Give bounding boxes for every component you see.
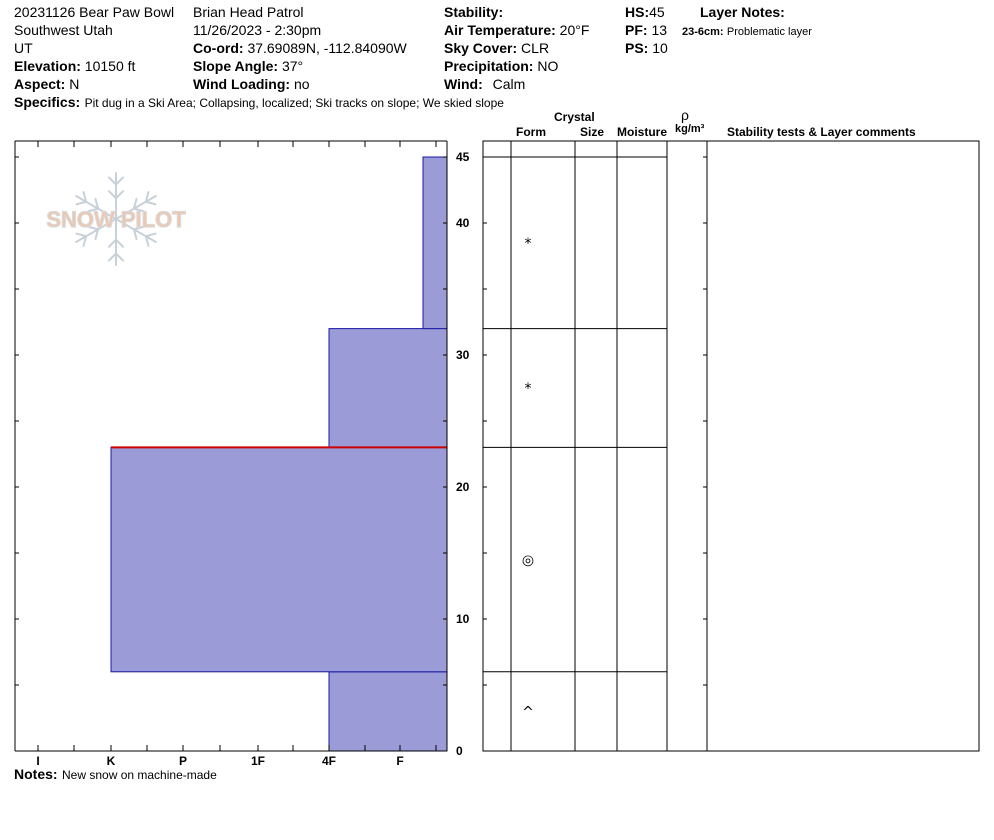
notes-row: Notes: New snow on machine-made bbox=[14, 767, 217, 783]
hardness-tick-label: P bbox=[179, 754, 187, 768]
hardness-bar-2 bbox=[328, 328, 448, 448]
sky-value: CLR bbox=[521, 40, 550, 56]
wind-label: Wind: bbox=[444, 76, 483, 92]
form-header: Form bbox=[516, 125, 546, 139]
state: UT bbox=[14, 40, 33, 56]
density-header: kg/m³ bbox=[675, 123, 705, 135]
wind-loading-value: no bbox=[293, 76, 310, 92]
notes-label: Notes: bbox=[14, 766, 58, 782]
hardness-tick-label: 1F bbox=[251, 754, 265, 768]
wind-loading-label: Wind Loading: bbox=[193, 76, 291, 92]
depth-tick-label: 10 bbox=[456, 612, 470, 626]
hardness-tick-label: K bbox=[107, 754, 116, 768]
site-title: 20231126 Bear Paw Bowl bbox=[14, 4, 175, 20]
ps-value: 10 bbox=[652, 40, 668, 56]
rho-header: ρ bbox=[681, 107, 689, 123]
comments-header: Stability tests & Layer comments bbox=[727, 125, 916, 139]
layer-notes-label: Layer Notes: bbox=[700, 4, 785, 20]
hs-value: 45 bbox=[649, 4, 665, 20]
depth-tick-label: 0 bbox=[456, 744, 463, 758]
snowflake-icon bbox=[75, 172, 157, 266]
pf-label: PF: bbox=[625, 22, 648, 38]
crystal-form-symbol-3: * bbox=[525, 236, 532, 252]
region: Southwest Utah bbox=[14, 22, 113, 38]
depth-tick-label: 45 bbox=[456, 150, 470, 164]
precip-label: Precipitation: bbox=[444, 58, 534, 74]
sky-row: Sky Cover: CLR bbox=[444, 41, 549, 55]
size-header: Size bbox=[580, 125, 605, 139]
logo-text: SNOW PILOT bbox=[46, 207, 186, 232]
air-temp-label: Air Temperature: bbox=[444, 22, 556, 38]
layer-note-range: 23-6cm: bbox=[682, 26, 724, 38]
observer: Brian Head Patrol bbox=[193, 4, 304, 20]
elevation-value: 10150 ft bbox=[84, 58, 136, 74]
elevation-label: Elevation: bbox=[14, 58, 81, 74]
depth-tick-label: 20 bbox=[456, 480, 470, 494]
layer-table-frame bbox=[482, 140, 980, 752]
aspect-row: Aspect: N bbox=[14, 77, 79, 91]
depth-tick-label: 30 bbox=[456, 348, 470, 362]
crystal-header: Crystal bbox=[554, 110, 595, 124]
moisture-header: Moisture bbox=[617, 125, 668, 139]
hardness-tick-label: 4F bbox=[322, 754, 336, 768]
ps-label: PS: bbox=[625, 40, 649, 56]
layer-note-text: Problematic layer bbox=[726, 26, 812, 38]
hardness-bar-0 bbox=[328, 671, 448, 752]
coord-row: Co-ord: 37.69089N, -112.84090W bbox=[193, 41, 407, 55]
coord-label: Co-ord: bbox=[193, 40, 244, 56]
air-temp-value: 20°F bbox=[559, 22, 590, 38]
precip-value: NO bbox=[537, 58, 559, 74]
wind-loading-row: Wind Loading: no bbox=[193, 77, 310, 91]
hardness-bar-3 bbox=[422, 156, 448, 330]
crystal-form-symbol-1: ◎ bbox=[522, 553, 534, 569]
specifics-text: Pit dug in a Ski Area; Collapsing, local… bbox=[84, 96, 504, 110]
ps-row: PS: 10 bbox=[625, 41, 668, 55]
aspect-value: N bbox=[69, 76, 80, 92]
crystal-form-symbol-0: ^ bbox=[522, 704, 534, 720]
depth-tick-label: 40 bbox=[456, 216, 470, 230]
coord-value: 37.69089N, -112.84090W bbox=[247, 40, 407, 56]
hs-row: HS:45 bbox=[625, 5, 665, 19]
hs-label: HS: bbox=[625, 4, 650, 20]
wind-row: Wind: Calm bbox=[444, 77, 525, 91]
elevation-row: Elevation: 10150 ft bbox=[14, 59, 135, 73]
crystal-form-symbol-2: * bbox=[525, 381, 532, 397]
precip-row: Precipitation: NO bbox=[444, 59, 558, 73]
specifics-row: Specifics: Pit dug in a Ski Area; Collap… bbox=[14, 95, 504, 111]
pf-row: PF: 13 bbox=[625, 23, 667, 37]
slope-row: Slope Angle: 37° bbox=[193, 59, 303, 73]
stability-label: Stability: bbox=[444, 4, 504, 20]
wind-value: Calm bbox=[492, 76, 526, 92]
sky-label: Sky Cover: bbox=[444, 40, 518, 56]
specifics-label: Specifics: bbox=[14, 94, 81, 110]
slope-value: 37° bbox=[281, 58, 304, 74]
slope-label: Slope Angle: bbox=[193, 58, 279, 74]
hardness-tick-label: F bbox=[396, 754, 403, 768]
snowpilot-logo: SNOW PILOT bbox=[46, 172, 187, 266]
notes-text: New snow on machine-made bbox=[62, 768, 217, 782]
air-temp-row: Air Temperature: 20°F bbox=[444, 23, 589, 37]
aspect-label: Aspect: bbox=[14, 76, 66, 92]
pf-value: 13 bbox=[651, 22, 668, 38]
hardness-tick-label: I bbox=[36, 754, 39, 768]
layer-note-row: 23-6cm: Problematic layer bbox=[682, 25, 812, 38]
hardness-bar-1 bbox=[110, 446, 448, 673]
datetime: 11/26/2023 - 2:30pm bbox=[193, 22, 322, 38]
